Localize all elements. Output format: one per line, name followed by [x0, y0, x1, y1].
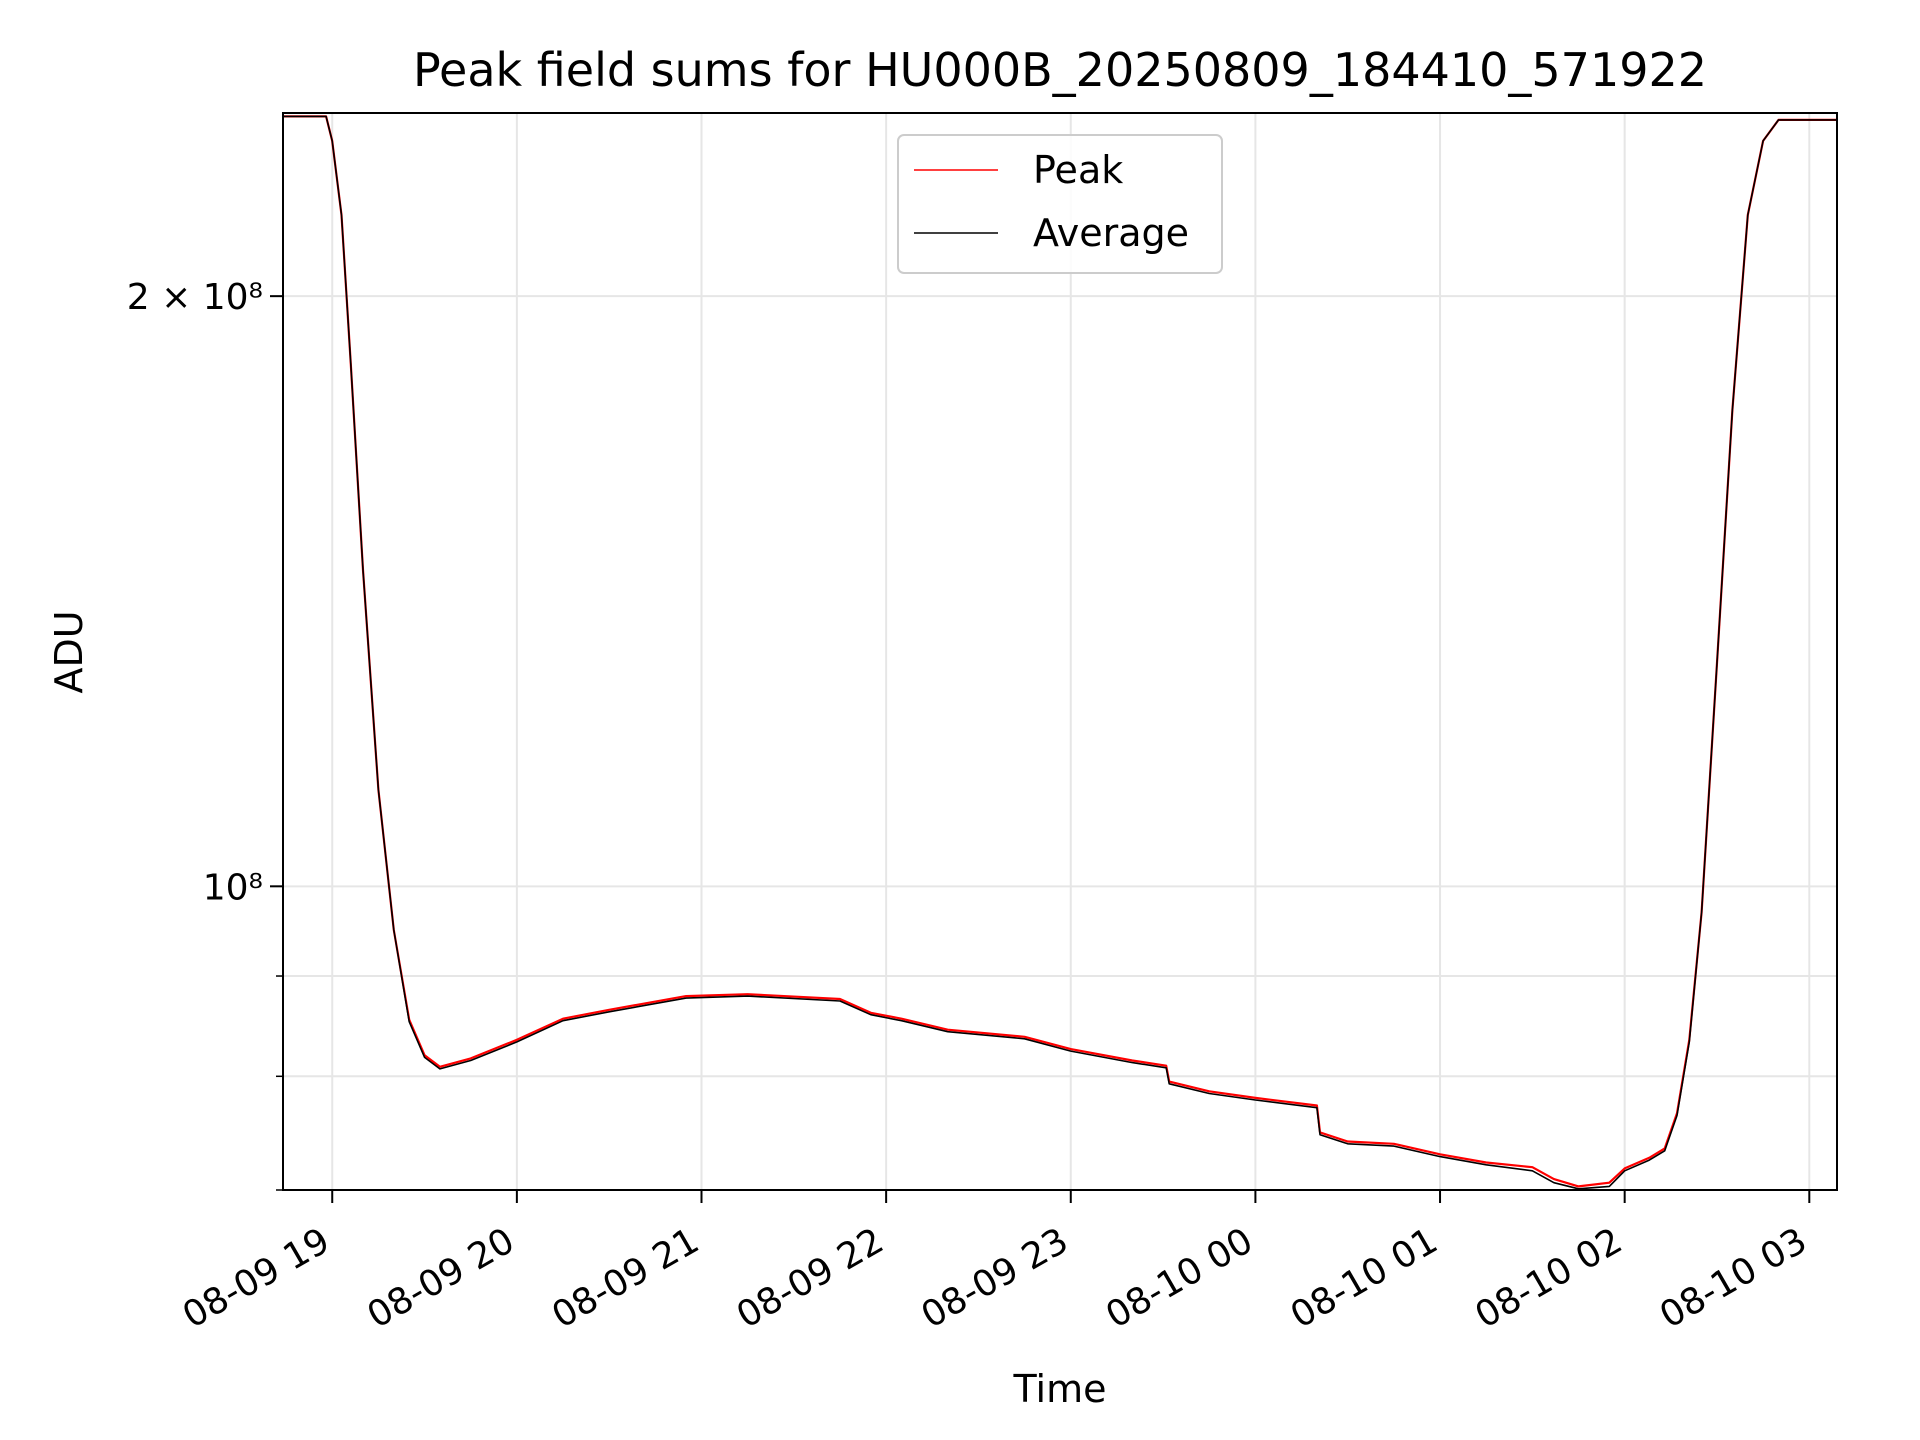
y-axis-label: ADU: [47, 610, 91, 693]
legend: Peak Average: [897, 134, 1223, 274]
y-tick-label: 10⁸: [203, 867, 263, 908]
series-line-average: [283, 115, 1837, 1190]
y-axis-ticks: 2 × 10⁸ 10⁸: [127, 277, 283, 1191]
chart-title: Peak field sums for HU000B_20250809_1844…: [413, 43, 1707, 97]
series-lines: [283, 115, 1837, 1190]
y-tick-label: 2 × 10⁸: [127, 277, 263, 318]
grid-lines: [283, 113, 1837, 1191]
axes-frame: [282, 112, 1838, 1191]
legend-label-average: Average: [1033, 211, 1189, 255]
legend-label-peak: Peak: [1033, 148, 1123, 192]
plot-area-background: [283, 113, 1837, 1190]
x-axis-label: Time: [1013, 1367, 1107, 1411]
